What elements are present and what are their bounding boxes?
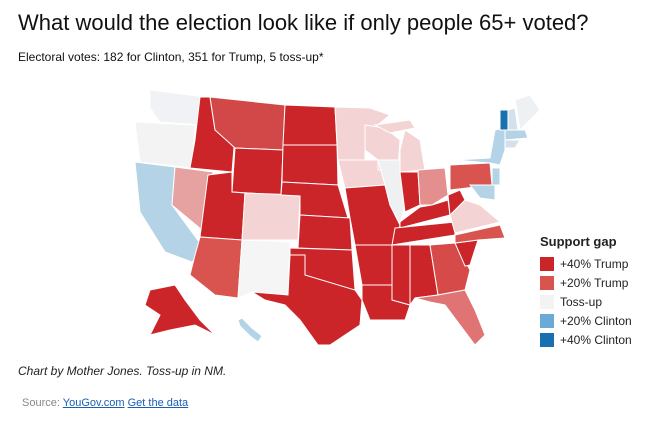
state xyxy=(491,167,501,186)
state xyxy=(144,284,216,336)
legend-swatch xyxy=(540,275,554,290)
state xyxy=(429,242,471,296)
state xyxy=(454,127,506,166)
legend-item: +20% Clinton xyxy=(540,311,632,330)
legend-swatch xyxy=(540,313,554,328)
state xyxy=(237,317,263,343)
state xyxy=(468,184,496,201)
state xyxy=(504,139,521,149)
state xyxy=(399,129,426,173)
state xyxy=(297,214,353,251)
legend-item: +40% Trump xyxy=(540,254,632,273)
legend-label: +40% Clinton xyxy=(560,332,632,347)
state xyxy=(134,121,196,169)
title: What would the election look like if onl… xyxy=(18,10,589,35)
state xyxy=(454,224,506,244)
state xyxy=(189,236,243,299)
legend-title: Support gap xyxy=(540,234,617,249)
state xyxy=(241,192,301,241)
data-link[interactable]: Get the data xyxy=(127,397,189,409)
source-label: Source: xyxy=(22,397,60,409)
legend-label: Toss-up xyxy=(560,294,603,309)
legend-label: +40% Trump xyxy=(560,256,629,271)
state xyxy=(251,254,363,346)
state xyxy=(499,109,509,131)
legend-swatch xyxy=(540,256,554,271)
state xyxy=(237,239,291,299)
state xyxy=(231,147,284,196)
legend-label: +20% Clinton xyxy=(560,313,632,328)
state xyxy=(391,244,411,306)
legend-item: Toss-up xyxy=(540,292,632,311)
state xyxy=(414,289,486,346)
state xyxy=(282,104,338,146)
credit: Chart by Mother Jones. Toss-up in NM. xyxy=(18,364,227,378)
legend-swatch xyxy=(540,332,554,347)
legend-item: +40% Clinton xyxy=(540,330,632,349)
legend-label: +20% Trump xyxy=(560,275,629,290)
state xyxy=(373,119,416,134)
state xyxy=(354,244,396,286)
legend-swatch xyxy=(540,294,554,309)
state xyxy=(507,107,519,131)
state xyxy=(281,144,339,186)
source: Source: YouGov.com Get the data xyxy=(22,397,188,409)
state xyxy=(149,89,206,126)
state xyxy=(504,129,529,141)
subtitle: Electoral votes: 182 for Clinton, 351 fo… xyxy=(18,50,324,64)
state xyxy=(417,167,449,206)
state xyxy=(514,94,541,132)
legend: Support gap +40% Trump +20% Trump Toss-up +… xyxy=(540,234,632,349)
legend-item: +20% Trump xyxy=(540,273,632,292)
state xyxy=(447,189,466,217)
source-link[interactable]: YouGov.com xyxy=(62,397,125,409)
